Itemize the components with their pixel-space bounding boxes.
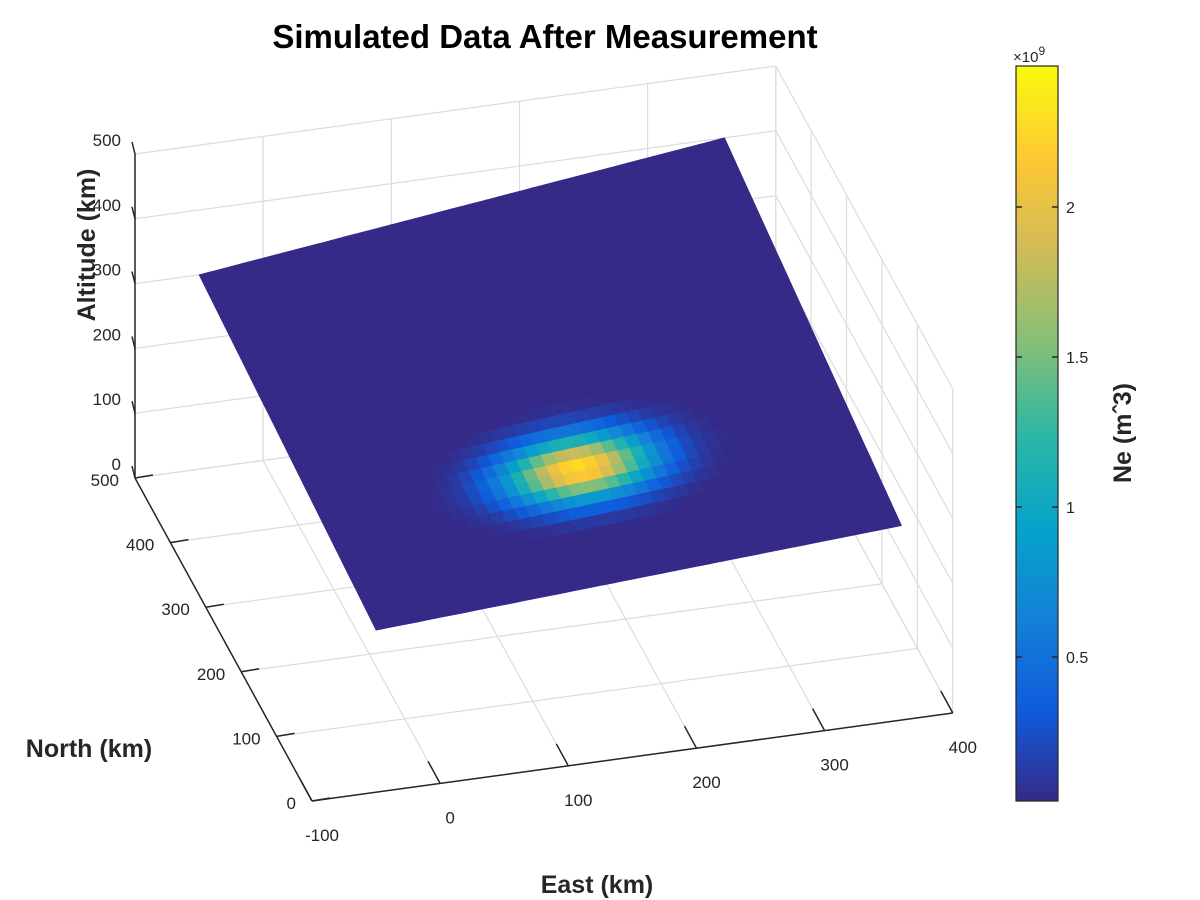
x-axis-title: East (km)	[541, 871, 654, 899]
colorbar: 0.5 1 1.5 2 ×109 Ne (mˆ3)	[1013, 44, 1137, 802]
back-wall-grid-line	[134, 130, 776, 220]
slice-cell	[712, 137, 731, 153]
x-tick-mark	[555, 743, 569, 767]
floor-grid-line	[262, 460, 441, 784]
y-tick-label: 400	[126, 536, 154, 555]
x-tick-label: 0	[445, 808, 454, 827]
z-tick-label: 0	[112, 455, 121, 474]
tick-labels: -100010020030040001002003004005000100200…	[91, 131, 977, 845]
chart-title: Simulated Data After Measurement	[272, 18, 817, 55]
y-axis-title: North (km)	[26, 735, 152, 763]
z-tick-mark	[131, 271, 136, 284]
y-tick-mark	[170, 538, 189, 544]
side-wall-grid-line	[775, 195, 954, 519]
axes-layer	[131, 141, 954, 802]
side-wall-grid-line	[775, 65, 954, 390]
x-axis-line	[311, 712, 953, 802]
z-tick-mark	[131, 206, 136, 219]
z-tick-mark	[131, 141, 136, 155]
x-tick-mark	[299, 778, 313, 802]
x-tick-mark	[940, 690, 954, 714]
z-axis-title: Altitude (km)	[73, 169, 101, 322]
y-tick-label: 0	[287, 794, 296, 813]
y-tick-label: 100	[232, 729, 260, 748]
y-tick-mark	[311, 797, 331, 802]
y-tick-mark	[241, 668, 260, 673]
colorbar-ticks: 0.5 1 1.5 2	[1016, 200, 1088, 667]
z-tick-mark	[131, 401, 136, 414]
y-tick-mark	[134, 474, 154, 479]
floor-grid-line	[276, 647, 918, 737]
z-tick-label: 300	[93, 261, 121, 280]
data-slice	[198, 137, 903, 631]
colorbar-exponent: ×109	[1013, 44, 1045, 66]
floor-grid-line	[241, 583, 883, 673]
x-tick-label: 200	[692, 773, 720, 792]
z-tick-label: 200	[93, 325, 121, 344]
colorbar-tick-label: 0.5	[1066, 650, 1088, 667]
x-tick-mark	[683, 725, 698, 749]
colorbar-title: Ne (mˆ3)	[1109, 383, 1137, 483]
x-tick-label: 400	[949, 738, 977, 757]
y-tick-mark	[205, 603, 224, 608]
colorbar-gradient	[1015, 65, 1059, 802]
z-tick-label: 100	[93, 390, 121, 409]
colorbar-exponent-power: 9	[1038, 44, 1045, 58]
y-tick-label: 300	[161, 600, 189, 619]
x-tick-label: -100	[305, 826, 339, 845]
colorbar-exponent-base: ×10	[1013, 49, 1038, 66]
colorbar-tick-label: 2	[1066, 200, 1075, 217]
z-tick-label: 400	[93, 196, 121, 215]
y-tick-label: 500	[91, 471, 119, 490]
z-tick-mark	[131, 336, 136, 349]
z-tick-mark	[131, 465, 136, 479]
back-wall-grid-line	[134, 65, 776, 155]
z-tick-label: 500	[93, 131, 121, 150]
side-wall-grid-line	[775, 130, 954, 455]
colorbar-tick-label: 1.5	[1066, 350, 1088, 367]
x-tick-mark	[427, 761, 441, 784]
x-tick-label: 300	[820, 756, 848, 775]
x-tick-mark	[811, 708, 826, 731]
colorbar-tick-label: 1	[1066, 500, 1075, 517]
y-tick-mark	[276, 732, 295, 738]
y-tick-label: 200	[197, 665, 225, 684]
x-tick-label: 100	[564, 791, 592, 810]
y-axis-line	[134, 477, 313, 802]
